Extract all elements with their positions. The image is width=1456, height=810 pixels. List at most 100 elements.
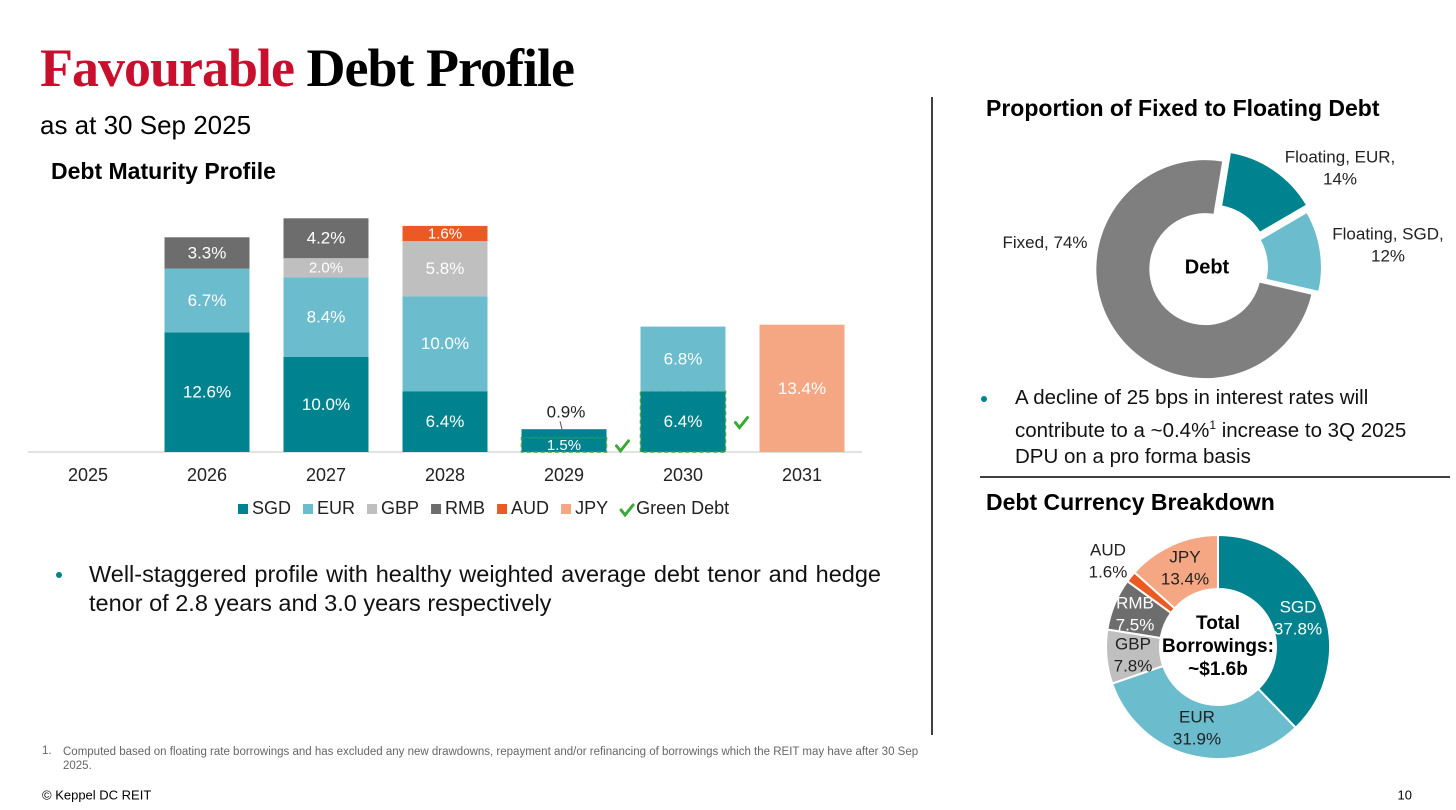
slice-value: 31.9%: [1173, 729, 1221, 748]
value-label: 10.0%: [302, 395, 350, 414]
slice-value: 13.4%: [1161, 569, 1209, 588]
donut-slice: [1258, 210, 1323, 294]
green-check: [734, 416, 749, 431]
slice-value: 1.6%: [1089, 562, 1128, 581]
value-label: 6.8%: [664, 349, 703, 368]
slice-value: 7.8%: [1114, 656, 1153, 675]
bar-segment: [759, 324, 845, 452]
legend-swatch: [561, 504, 572, 514]
value-label: 13.4%: [778, 379, 826, 398]
x-tick-label: 2031: [782, 465, 822, 485]
value-label: 5.8%: [426, 259, 465, 278]
bar-segment: [402, 225, 488, 242]
x-tick-label: 2026: [187, 465, 227, 485]
subtitle: as at 30 Sep 2025: [40, 110, 251, 140]
bar-segment: [402, 391, 488, 452]
leader-line: [559, 421, 563, 430]
legend-label: Green Debt: [636, 498, 729, 518]
footnote-text: Computed based on floating rate borrowin…: [63, 746, 919, 772]
note-text: A decline of 25 bps in interest rates wi…: [1015, 386, 1369, 442]
bar-segment: [521, 429, 607, 438]
x-tick-label: 2029: [544, 465, 584, 485]
value-label: 4.2%: [307, 229, 346, 248]
slice-value: 37.8%: [1274, 619, 1322, 638]
bar-segment: [283, 258, 369, 278]
donut-slice: [1217, 533, 1331, 730]
center-label: Borrowings:: [1162, 636, 1274, 657]
x-tick-label: 2025: [68, 465, 108, 485]
center-label: ~$1.6b: [1188, 659, 1248, 680]
value-label: 1.5%: [547, 437, 581, 454]
value-label: 8.4%: [307, 308, 346, 327]
center-label: Debt: [1185, 256, 1230, 278]
slice-category: Floating, EUR,: [1285, 147, 1396, 166]
bar-segment: [640, 326, 726, 392]
footnote-number: 1.: [42, 745, 52, 757]
slice-category: SGD: [1280, 597, 1317, 616]
note: A decline of 25 bps in interest rates wi…: [1015, 385, 1445, 470]
title-accent: Favourable: [40, 38, 294, 98]
bullet-dot: [56, 572, 62, 578]
slice-label: Fixed, 74%: [1002, 233, 1087, 252]
x-tick-label: 2028: [425, 465, 465, 485]
value-label: 0.9%: [547, 403, 586, 422]
legend-label: EUR: [317, 498, 355, 518]
slice-value: 7.5%: [1116, 615, 1155, 634]
legend-swatch: [303, 504, 314, 514]
donut-slice: [1110, 664, 1298, 761]
slice-value: 74%: [1054, 233, 1088, 252]
slice-category: AUD: [1090, 540, 1126, 559]
bar-segment: [164, 332, 250, 452]
donut-slice: [1219, 150, 1309, 235]
slice-value: 12%: [1371, 246, 1405, 265]
legend-swatch: [367, 504, 378, 514]
donut-slice: [1133, 533, 1219, 610]
value-label: 10.0%: [421, 334, 469, 353]
value-label: 1.6%: [428, 225, 462, 242]
bullet-text: Well-staggered profile with healthy weig…: [89, 561, 881, 616]
slice-category: EUR: [1179, 707, 1215, 726]
note-ref: 1: [1209, 417, 1216, 432]
slice-category: Fixed,: [1002, 233, 1048, 252]
legend-swatch: [497, 504, 508, 514]
value-label: 6.7%: [188, 291, 227, 310]
chart-title: Debt Maturity Profile: [51, 158, 276, 184]
copyright: © Keppel DC REIT: [42, 787, 151, 802]
value-label: 2.0%: [309, 260, 343, 277]
value-label: 6.4%: [426, 412, 465, 431]
slice-category: JPY: [1169, 547, 1200, 566]
bar-segment: [164, 237, 250, 269]
bar-segment: [283, 357, 369, 452]
legend-label: GBP: [381, 498, 419, 518]
title: Favourable Debt Profile: [40, 38, 574, 98]
center-label: Total: [1196, 613, 1240, 634]
bar-segment: [283, 277, 369, 357]
bar-segment: [402, 296, 488, 392]
value-label: 6.4%: [664, 412, 703, 431]
chart-title: Proportion of Fixed to Floating Debt: [986, 95, 1380, 121]
green-check: [619, 503, 635, 518]
legend-label: JPY: [575, 498, 608, 518]
bullet-dot: [981, 396, 987, 402]
note-text: increase to 3Q 2025 DPU on a pro forma b…: [1015, 418, 1407, 468]
legend-swatch: [431, 504, 442, 514]
donut-slice: [1094, 158, 1314, 381]
legend-label: RMB: [445, 498, 485, 518]
legend-label: AUD: [511, 498, 549, 518]
slice-category: GBP: [1115, 634, 1151, 653]
legend-label: SGD: [252, 498, 291, 518]
value-label: 3.3%: [188, 243, 227, 262]
bar-segment: [402, 241, 488, 297]
bar-segment: [164, 268, 250, 333]
value-label: 12.6%: [183, 383, 231, 402]
slice-category: Floating, SGD,: [1332, 224, 1444, 243]
green-check: [615, 439, 630, 454]
page-number: 10: [1398, 787, 1412, 802]
title-main: Debt Profile: [307, 38, 574, 98]
legend-swatch: [238, 504, 248, 514]
bar-segment: [283, 218, 369, 259]
x-tick-label: 2030: [663, 465, 703, 485]
